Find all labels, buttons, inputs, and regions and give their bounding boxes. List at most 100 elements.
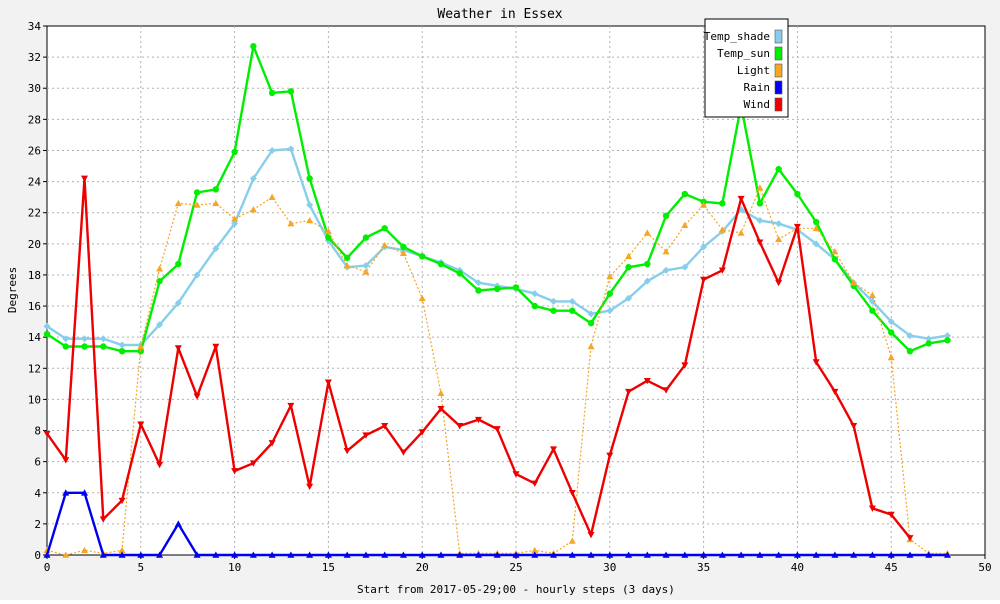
light-data-point xyxy=(287,220,295,227)
rain-data-point xyxy=(531,551,539,558)
wind-data-point xyxy=(137,421,145,428)
legend-label-light: Light xyxy=(737,64,770,77)
wind-data-point xyxy=(437,405,445,413)
temp-sun-data-point xyxy=(437,260,445,268)
rain-data-point xyxy=(550,551,558,558)
light-data-point xyxy=(587,343,595,350)
wind-data-point xyxy=(456,423,464,430)
y-tick-label: 26 xyxy=(28,144,41,157)
y-tick-label: 24 xyxy=(28,176,42,189)
wind-data-point xyxy=(474,416,482,424)
temp-sun-data-point xyxy=(193,189,201,196)
legend-swatch-rain xyxy=(774,80,783,95)
wind-data-point xyxy=(362,432,370,439)
temp-shade-data-point xyxy=(174,299,182,307)
wind-data-point xyxy=(306,483,314,491)
rain-data-point xyxy=(62,489,70,496)
wind-data-point xyxy=(231,468,239,475)
light-data-point xyxy=(381,241,389,249)
y-tick-label: 32 xyxy=(28,51,41,64)
wind-data-point xyxy=(887,511,895,519)
wind-data-point xyxy=(700,276,708,284)
legend: Temp_shade Temp_sun Light Rain Wind xyxy=(704,18,789,118)
y-tick-label: 0 xyxy=(34,549,41,562)
legend-swatch-wind xyxy=(774,97,783,112)
y-tick-label: 28 xyxy=(28,113,41,126)
temp-shade-data-point xyxy=(943,332,951,340)
rain-data-point xyxy=(437,551,445,558)
temp-sun-data-point xyxy=(325,234,332,241)
legend-box xyxy=(704,18,789,118)
rain-data-point xyxy=(943,551,951,558)
rain-data-point xyxy=(700,551,708,558)
x-tick-label: 5 xyxy=(137,561,144,574)
light-data-point xyxy=(231,215,239,222)
rain-data-point xyxy=(287,551,295,558)
light-data-point xyxy=(568,537,576,544)
temp-shade-data-point xyxy=(812,240,820,248)
light-data-point xyxy=(831,248,839,255)
wind-data-point xyxy=(343,447,351,455)
light-data-point xyxy=(137,343,145,350)
light-data-point xyxy=(700,201,708,208)
temp-sun-data-point xyxy=(231,148,238,156)
chart-title: Weather in Essex xyxy=(437,7,562,22)
y-tick-label: 34 xyxy=(28,20,42,33)
x-tick-label: 40 xyxy=(791,561,804,574)
wind-data-point xyxy=(212,343,220,351)
rain-data-point xyxy=(268,551,276,558)
wind-data-point xyxy=(249,460,257,467)
x-tick-label: 15 xyxy=(322,561,335,574)
temp-shade-data-point xyxy=(81,335,89,343)
y-tick-label: 16 xyxy=(28,300,41,313)
rain-data-point xyxy=(193,551,201,558)
temp-sun-data-point xyxy=(419,253,426,260)
temp-shade-data-point xyxy=(193,271,201,279)
light-data-point xyxy=(662,248,670,255)
temp-sun-data-point xyxy=(400,243,407,251)
legend-label-temp-shade: Temp_shade xyxy=(704,30,770,43)
x-tick-label: 0 xyxy=(44,561,51,574)
light-data-point xyxy=(437,389,445,396)
temp-sun-data-point xyxy=(644,260,651,268)
rain-data-point xyxy=(118,551,126,558)
temp-sun-data-point xyxy=(381,225,388,232)
temp-shade-data-point xyxy=(887,318,895,326)
temp-sun-data-point xyxy=(100,343,107,350)
temp-sun-data-point xyxy=(869,307,876,314)
wind-data-point xyxy=(906,535,914,542)
y-tick-label: 20 xyxy=(28,238,41,251)
rain-data-point xyxy=(512,551,520,558)
temp-shade-data-point xyxy=(212,244,220,252)
temp-shade-data-point xyxy=(99,335,107,343)
x-axis-label: Start from 2017-05-29;00 - hourly steps … xyxy=(357,583,675,596)
legend-swatch-light xyxy=(774,63,783,78)
temp-sun-data-point xyxy=(456,270,463,277)
temp-sun-data-point xyxy=(81,343,88,350)
temp-sun-data-point xyxy=(756,200,764,207)
rain-data-point xyxy=(812,551,820,558)
temp-shade-data-point xyxy=(625,294,633,302)
wind-data-point xyxy=(737,195,745,203)
temp-sun-data-point xyxy=(794,190,801,198)
y-tick-label: 2 xyxy=(34,518,41,531)
rain-data-point xyxy=(43,551,51,558)
light-data-point xyxy=(812,224,820,232)
temp-shade-data-point xyxy=(681,263,689,271)
temp-sun-data-point xyxy=(362,234,370,241)
light-data-point xyxy=(418,294,426,302)
temp-sun-data-point xyxy=(812,218,820,226)
light-data-point xyxy=(324,227,332,235)
wind-data-point xyxy=(681,362,689,369)
temp-sun-data-point xyxy=(287,88,295,95)
rain-data-point xyxy=(174,520,182,527)
wind-data-point xyxy=(550,446,558,453)
rain-data-point xyxy=(643,551,651,558)
wind-data-point xyxy=(775,279,783,287)
temp-sun-data-point xyxy=(906,347,914,355)
temp-sun-data-point xyxy=(212,186,220,193)
rain-data-point xyxy=(793,551,801,558)
y-tick-label: 22 xyxy=(28,207,41,220)
